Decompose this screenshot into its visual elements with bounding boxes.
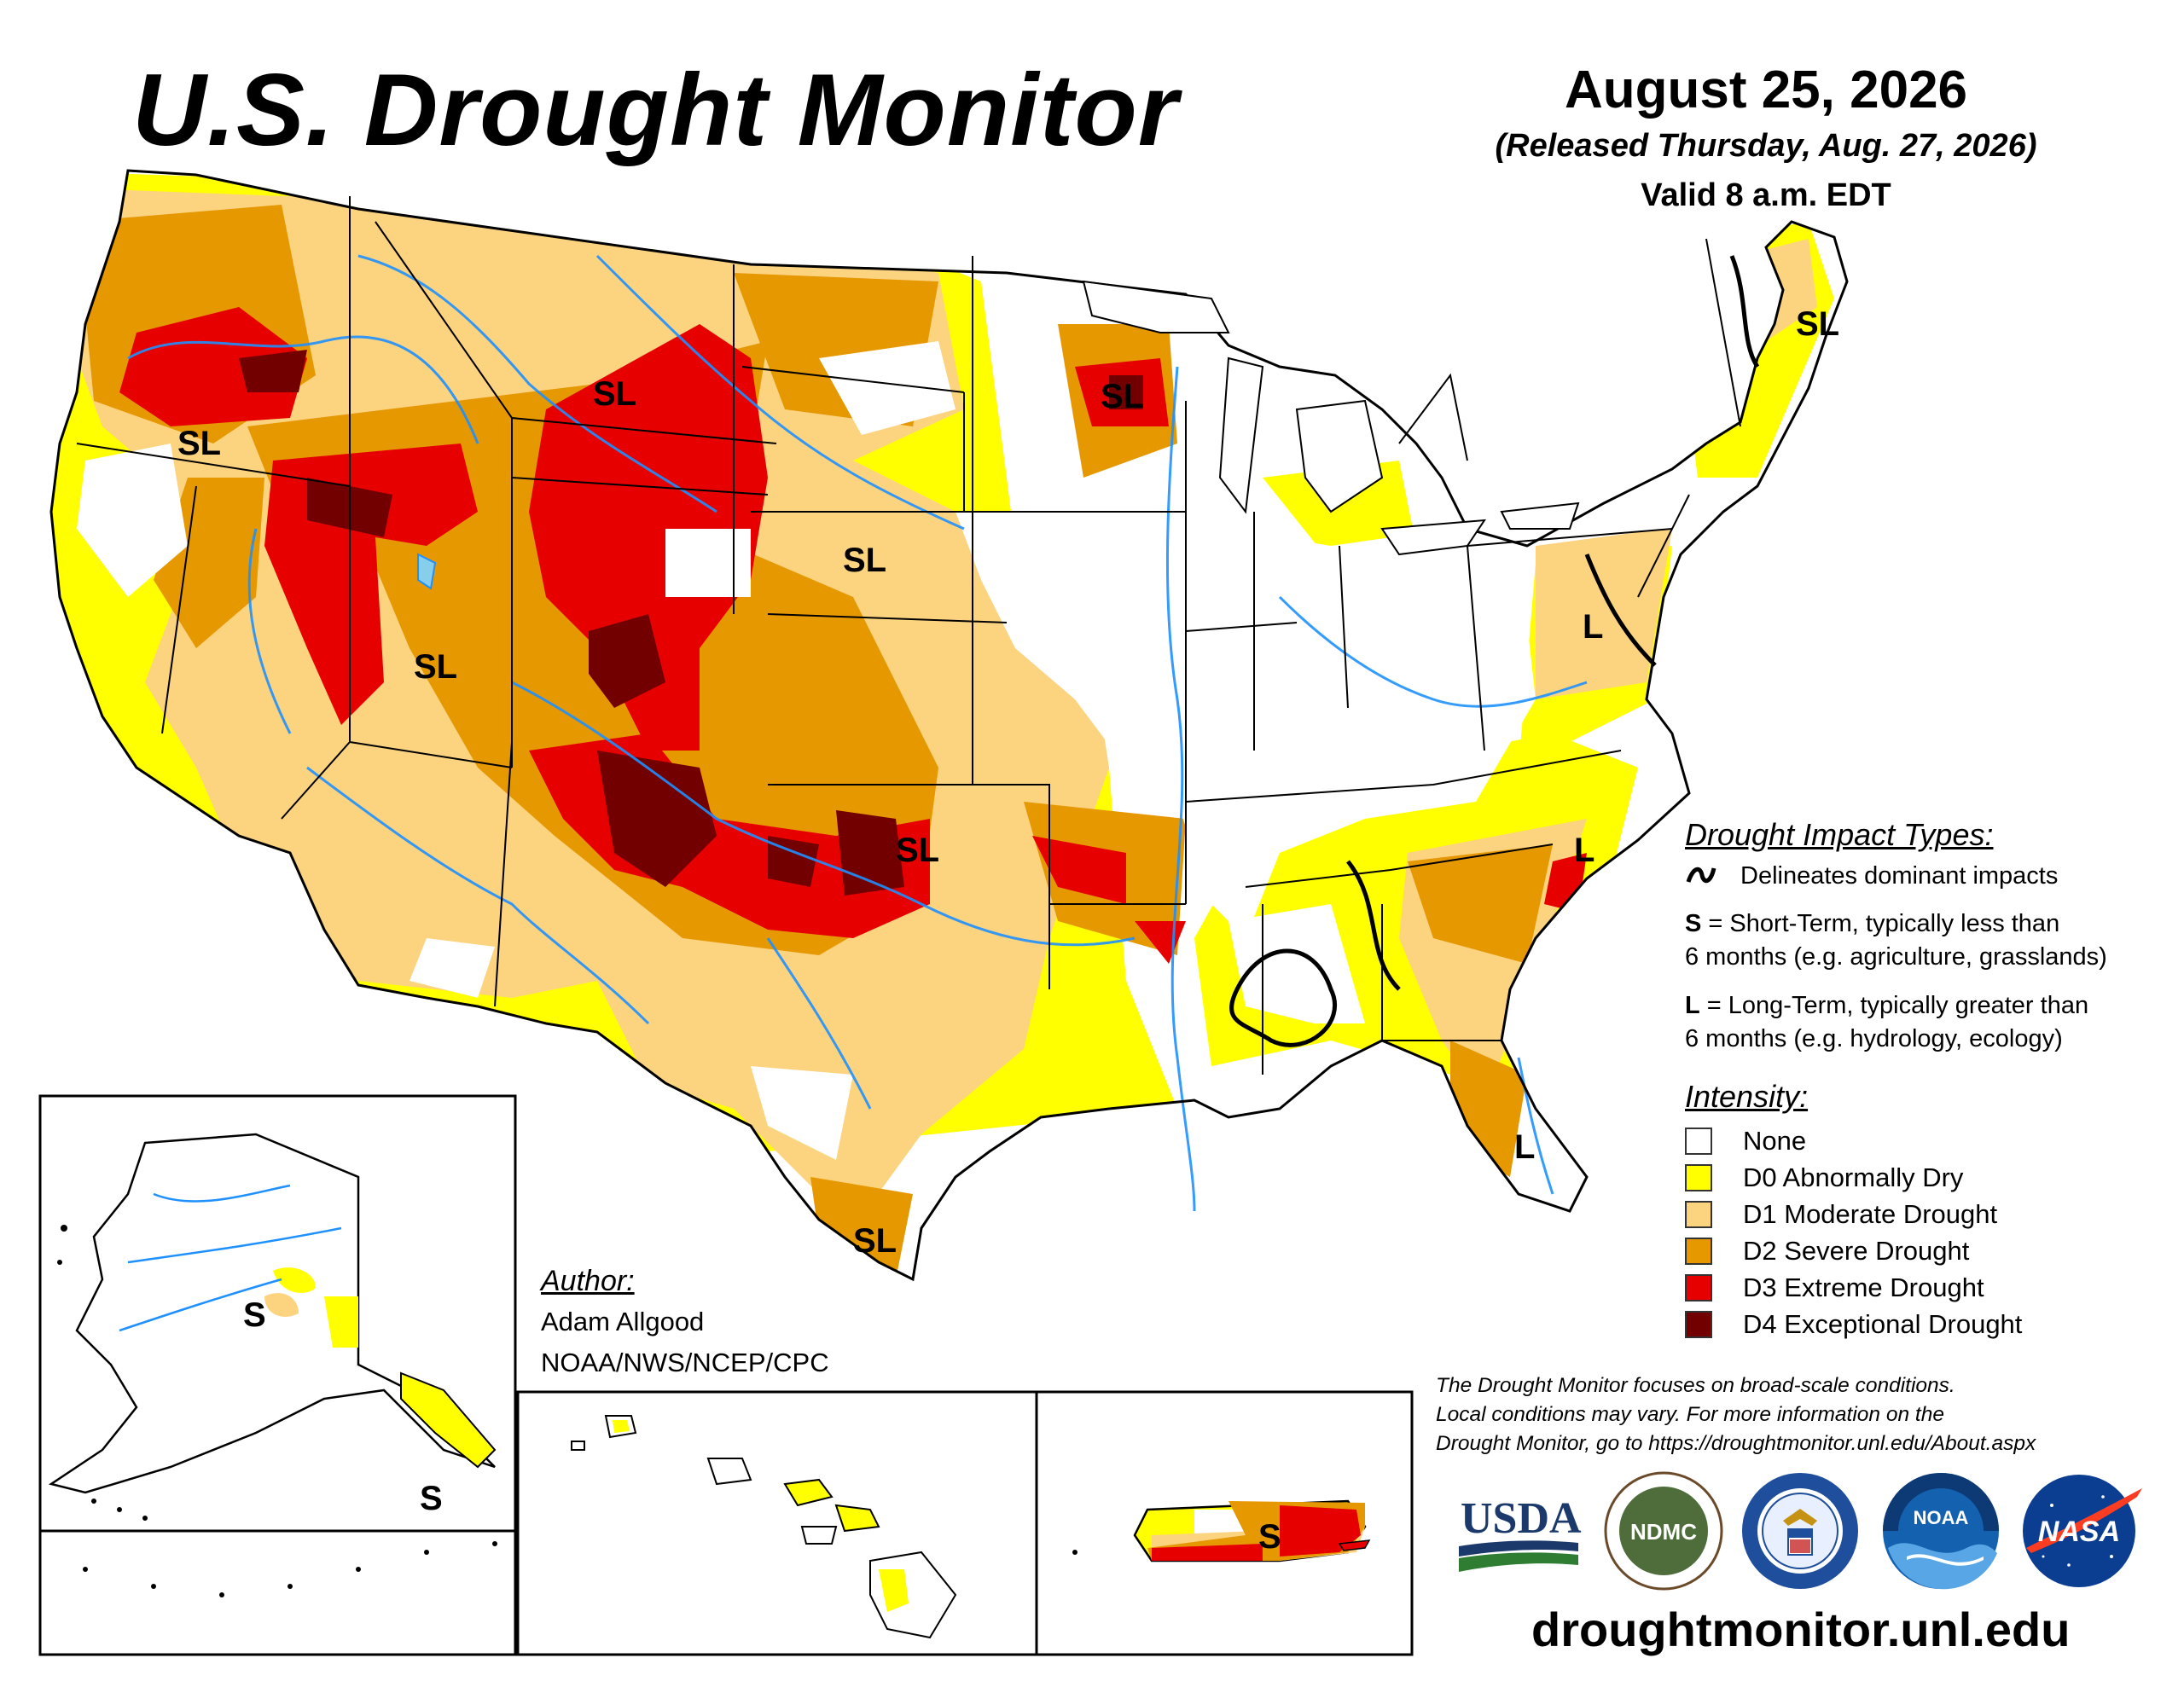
l-label-florida: L — [1514, 1128, 1535, 1166]
state-borders — [49, 169, 1849, 1282]
long-term-legend: L = Long-Term, typically greater than 6 … — [1685, 989, 2088, 1056]
nasa-logo[interactable]: NASA — [2018, 1471, 2146, 1591]
intensity-heading: Intensity: — [1685, 1079, 1809, 1114]
ndmc-logo-text: NDMC — [1630, 1519, 1697, 1545]
sl-label-oregon: SL — [177, 425, 221, 462]
intensity-item-d4: D4 Exceptional Drought — [1685, 1306, 2022, 1342]
disclaimer-line[interactable]: Drought Monitor, go to https://droughtmo… — [1436, 1432, 2036, 1455]
inset-frames — [38, 1094, 1414, 1656]
sl-label-nebraska: SL — [843, 542, 886, 579]
puerto-rico-inset — [1072, 1499, 1371, 1562]
swatch-none — [1685, 1127, 1712, 1155]
usda-logo-text: USDA — [1461, 1494, 1582, 1543]
disclaimer: The Drought Monitor focuses on broad-sca… — [1436, 1371, 2161, 1458]
s-label-puerto-rico: S — [1258, 1518, 1281, 1556]
intensity-item-d3: D3 Extreme Drought — [1685, 1269, 2022, 1306]
delineates-text: Delineates dominant impacts — [1740, 862, 2059, 890]
rivers — [127, 254, 1588, 1212]
intensity-label: D0 Abnormally Dry — [1743, 1162, 1964, 1192]
hawaii-inset — [571, 1415, 957, 1639]
swatch-d4 — [1685, 1310, 1712, 1338]
map-date: August 25, 2026 — [1564, 61, 1968, 119]
release-date: (Released Thursday, Aug. 27, 2026) — [1495, 128, 2037, 164]
usda-logo[interactable]: USDA — [1450, 1480, 1587, 1582]
noaa-logo-text: NOAA — [1914, 1507, 1969, 1528]
valid-time: Valid 8 a.m. EDT — [1641, 177, 1891, 213]
short-term-legend: S = Short-Term, typically less than 6 mo… — [1685, 907, 2107, 974]
short-term-examples: 6 months (e.g. agriculture, grasslands) — [1685, 943, 2107, 971]
intensity-legend: None D0 Abnormally Dry D1 Moderate Droug… — [1685, 1122, 2022, 1342]
swatch-d0 — [1685, 1163, 1712, 1191]
s-label-alaska-interior: S — [243, 1296, 266, 1334]
long-term-examples: 6 months (e.g. hydrology, ecology) — [1685, 1025, 2063, 1052]
sl-label-texas: SL — [853, 1222, 897, 1260]
intensity-label: D1 Moderate Drought — [1743, 1198, 1998, 1229]
long-term-code: L — [1685, 992, 1700, 1019]
swatch-d3 — [1685, 1273, 1712, 1301]
swatch-d1 — [1685, 1200, 1712, 1228]
swatch-d2 — [1685, 1237, 1712, 1265]
impact-types-heading: Drought Impact Types: — [1685, 817, 1994, 852]
long-term-text: = Long-Term, typically greater than — [1699, 992, 2089, 1019]
alaska-inset — [48, 1133, 497, 1597]
disclaimer-line: The Drought Monitor focuses on broad-sca… — [1436, 1374, 1955, 1397]
sl-label-montana: SL — [593, 375, 636, 413]
intensity-label: None — [1743, 1125, 1807, 1156]
sl-label-minnesota: SL — [1101, 378, 1144, 415]
ndmc-logo[interactable]: NDMC — [1604, 1471, 1723, 1591]
conus-drought-areas — [51, 171, 1847, 1279]
intensity-item-d0: D0 Abnormally Dry — [1685, 1159, 2022, 1196]
disclaimer-line: Local conditions may vary. For more info… — [1436, 1403, 1944, 1426]
none-areas — [77, 341, 1689, 1160]
site-link[interactable]: droughtmonitor.unl.edu — [1531, 1603, 2071, 1656]
d4-areas — [239, 350, 1143, 896]
delineation-line-icon — [1686, 867, 1716, 884]
sl-label-maine: SL — [1796, 305, 1839, 343]
short-term-code: S — [1685, 910, 1702, 937]
intensity-label: D3 Extreme Drought — [1743, 1272, 1984, 1302]
nasa-logo-text: NASA — [2038, 1516, 2120, 1548]
intensity-item-none: None — [1685, 1122, 2022, 1159]
sl-label-oklahoma: SL — [896, 832, 939, 869]
author-org: NOAA/NWS/NCEP/CPC — [541, 1348, 829, 1377]
intensity-item-d2: D2 Severe Drought — [1685, 1232, 2022, 1269]
short-term-text: = Short-Term, typically less than — [1701, 910, 2060, 937]
impact-delineations — [1229, 255, 1760, 1047]
page-title: U.S. Drought Monitor — [132, 53, 1179, 167]
commerce-logo[interactable] — [1740, 1471, 1860, 1591]
l-label-north-carolina: L — [1574, 832, 1594, 869]
intensity-label: D4 Exceptional Drought — [1743, 1308, 2023, 1339]
l-label-maryland: L — [1583, 608, 1603, 646]
author-name: Adam Allgood — [541, 1307, 705, 1336]
sl-label-utah: SL — [414, 648, 457, 686]
noaa-logo[interactable]: NOAA — [1881, 1471, 2001, 1591]
intensity-label: D2 Severe Drought — [1743, 1235, 1970, 1266]
s-label-alaska-panhandle: S — [420, 1480, 443, 1517]
great-lakes — [1082, 280, 1580, 556]
intensity-item-d1: D1 Moderate Drought — [1685, 1196, 2022, 1232]
author-heading: Author: — [541, 1265, 635, 1297]
